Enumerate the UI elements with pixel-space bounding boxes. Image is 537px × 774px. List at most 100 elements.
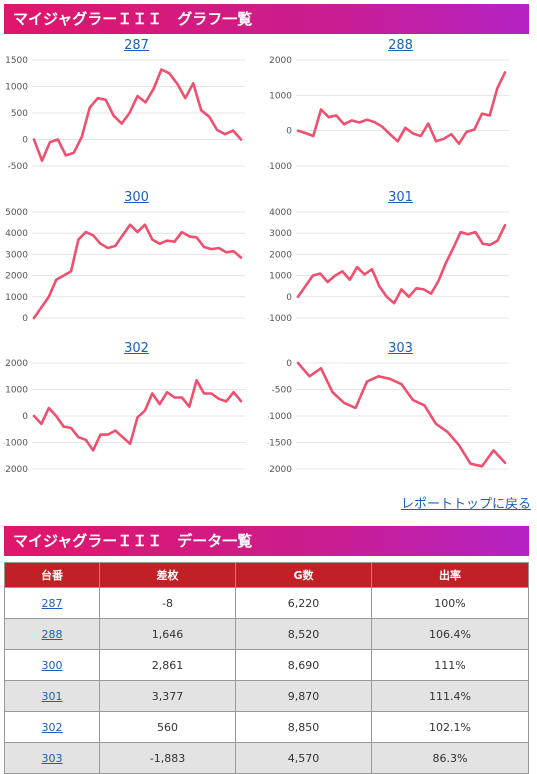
data-section-banner: マイジャグラーＩＩＩ データ一覧 — [4, 526, 529, 556]
y-tick-label: 2000 — [5, 272, 28, 282]
chart-title-link[interactable]: 288 — [388, 38, 413, 53]
header-machine-number: 台番 — [4, 562, 100, 588]
y-tick-label: -1000 — [4, 439, 28, 449]
chart-302: 302 2000 1000 0 -1000 -2000 — [4, 341, 269, 491]
y-tick-label: 4000 — [269, 208, 292, 218]
y-tick-label: -500 — [272, 386, 293, 396]
chart-303: 303 0 -500 -1000 -1500 -2000 — [268, 341, 533, 491]
diff-cell: 2,861 — [99, 649, 236, 681]
chart-title-link[interactable]: 302 — [124, 341, 149, 356]
games-cell: 6,220 — [235, 587, 372, 619]
data-table: 台番 差枚 G数 出率 287 -8 6,220 100% 288 1,646 8,520 1… — [4, 562, 529, 774]
y-tick-label: 1500 — [5, 56, 28, 66]
games-cell: 8,850 — [235, 711, 372, 743]
header-rate: 出率 — [371, 562, 529, 588]
chart-title-link[interactable]: 287 — [124, 38, 149, 53]
y-tick-label: 1000 — [5, 293, 28, 303]
chart-plot: 2000 1000 0 -1000 -2000 — [4, 359, 245, 475]
y-tick-label: 2000 — [269, 56, 292, 66]
back-to-report-link[interactable]: レポートトップに戻る — [400, 497, 531, 512]
chart-301: 301 4000 3000 2000 1000 0 -1000 — [268, 190, 533, 340]
rate-cell: 100% — [371, 587, 529, 619]
y-tick-label: 3000 — [269, 229, 292, 239]
y-tick-label: -2000 — [4, 465, 28, 475]
machine-number-cell: 301 — [4, 680, 100, 712]
diff-cell: -8 — [99, 587, 236, 619]
y-tick-label: 0 — [22, 412, 28, 422]
y-tick-label: -1000 — [268, 412, 292, 422]
y-tick-label: 0 — [286, 293, 292, 303]
y-tick-label: -500 — [8, 162, 29, 172]
chart-plot: 2000 1000 0 -1000 — [268, 56, 509, 172]
y-tick-label: 1000 — [269, 272, 292, 282]
chart-plot: 1500 1000 500 0 -500 — [5, 56, 245, 172]
series-line — [32, 223, 243, 320]
table-row: 303 -1,883 4,570 86.3% — [4, 742, 529, 774]
y-tick-label: 0 — [22, 136, 28, 146]
diff-cell: 3,377 — [99, 680, 236, 712]
machine-number-link[interactable]: 303 — [41, 751, 63, 765]
y-tick-label: 0 — [22, 314, 28, 324]
series-line — [296, 71, 507, 145]
y-tick-label: 1000 — [5, 386, 28, 396]
chart-288: 288 2000 1000 0 -1000 — [268, 38, 533, 188]
machine-number-cell: 300 — [4, 649, 100, 681]
rate-cell: 111.4% — [371, 680, 529, 712]
y-tick-label: 500 — [11, 109, 28, 119]
table-row: 300 2,861 8,690 111% — [4, 649, 529, 681]
y-tick-label: 0 — [286, 127, 292, 137]
y-tick-label: -1000 — [268, 162, 292, 172]
y-tick-label: 0 — [286, 359, 292, 369]
header-games: G数 — [235, 562, 372, 588]
machine-number-link[interactable]: 287 — [41, 596, 63, 610]
chart-plot: 5000 4000 3000 2000 1000 0 — [5, 208, 245, 324]
y-tick-label: 2000 — [269, 250, 292, 260]
machine-number-cell: 302 — [4, 711, 100, 743]
table-row: 301 3,377 9,870 111.4% — [4, 680, 529, 712]
games-cell: 4,570 — [235, 742, 372, 774]
series-line — [32, 68, 243, 162]
chart-300: 300 5000 4000 3000 2000 1000 0 — [4, 190, 269, 340]
y-tick-label: 1000 — [269, 91, 292, 101]
machine-number-link[interactable]: 288 — [41, 627, 63, 641]
diff-cell: 1,646 — [99, 618, 236, 650]
chart-plot: 0 -500 -1000 -1500 -2000 — [268, 359, 509, 475]
chart-title-link[interactable]: 300 — [124, 190, 149, 205]
games-cell: 9,870 — [235, 680, 372, 712]
chart-title-link[interactable]: 303 — [388, 341, 413, 356]
rate-cell: 106.4% — [371, 618, 529, 650]
series-line — [296, 223, 507, 305]
series-line — [296, 361, 507, 468]
chart-287: 287 1500 1000 500 0 -500 — [4, 38, 269, 188]
y-tick-label: 3000 — [5, 250, 28, 260]
series-line — [32, 378, 243, 452]
games-cell: 8,690 — [235, 649, 372, 681]
machine-number-cell: 287 — [4, 587, 100, 619]
machine-number-cell: 288 — [4, 618, 100, 650]
graph-section-banner: マイジャグラーＩＩＩ グラフ一覧 — [4, 4, 529, 34]
machine-number-cell: 303 — [4, 742, 100, 774]
chart-plot: 4000 3000 2000 1000 0 -1000 — [268, 208, 509, 324]
table-row: 288 1,646 8,520 106.4% — [4, 618, 529, 650]
diff-cell: 560 — [99, 711, 236, 743]
rate-cell: 102.1% — [371, 711, 529, 743]
rate-cell: 86.3% — [371, 742, 529, 774]
y-tick-label: 1000 — [5, 83, 28, 93]
y-tick-label: 4000 — [5, 229, 28, 239]
machine-number-link[interactable]: 300 — [41, 658, 63, 672]
rate-cell: 111% — [371, 649, 529, 681]
games-cell: 8,520 — [235, 618, 372, 650]
table-header-row: 台番 差枚 G数 出率 — [4, 562, 529, 588]
table-row: 302 560 8,850 102.1% — [4, 711, 529, 743]
diff-cell: -1,883 — [99, 742, 236, 774]
header-diff: 差枚 — [99, 562, 236, 588]
machine-number-link[interactable]: 302 — [41, 720, 63, 734]
machine-number-link[interactable]: 301 — [41, 689, 63, 703]
table-row: 287 -8 6,220 100% — [4, 587, 529, 619]
y-tick-label: -2000 — [268, 465, 292, 475]
y-tick-label: 5000 — [5, 208, 28, 218]
chart-title-link[interactable]: 301 — [388, 190, 413, 205]
table-body: 287 -8 6,220 100% 288 1,646 8,520 106.4% 300 2,86… — [4, 587, 529, 774]
y-tick-label: -1000 — [268, 314, 292, 324]
y-tick-label: 2000 — [5, 359, 28, 369]
